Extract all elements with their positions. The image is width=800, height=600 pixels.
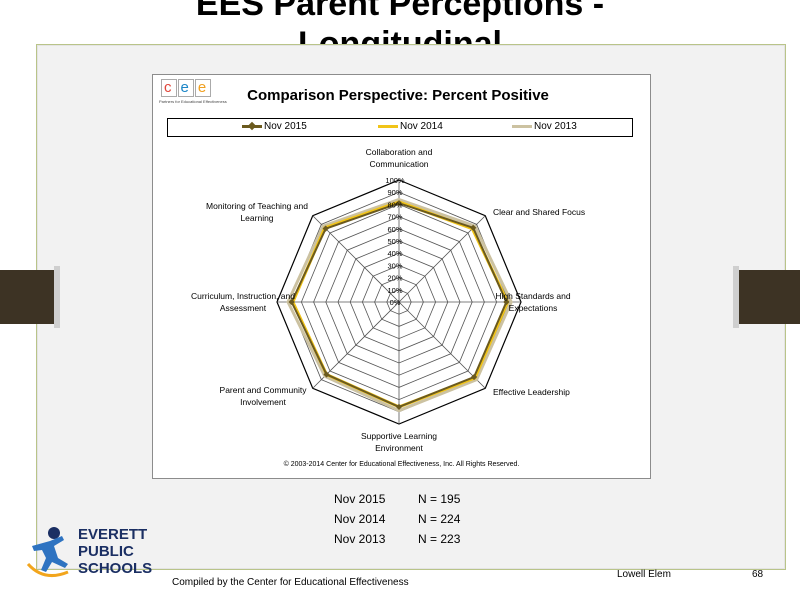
respondent-n: N = 195: [418, 492, 461, 506]
axis-label: Involvement: [240, 397, 286, 407]
axis-label: Curriculum, Instruction, and: [191, 291, 295, 301]
axis-label: Monitoring of Teaching and: [206, 201, 308, 211]
cee-letter: c: [161, 79, 177, 97]
runner-icon: [26, 527, 69, 578]
district-name-line: PUBLIC: [78, 543, 134, 560]
district-name-line: EVERETT: [78, 526, 148, 543]
radial-tick-label: 90%: [387, 188, 402, 197]
legend-item-nov-2014: Nov 2014: [378, 121, 443, 132]
axis-label: High Standards and: [495, 291, 570, 301]
legend-item-nov-2013: Nov 2013: [512, 121, 577, 132]
legend-label: Nov 2013: [534, 121, 577, 132]
axis-label: Parent and Community: [220, 385, 308, 395]
axis-spoke: [398, 215, 486, 303]
axis-label: Clear and Shared Focus: [493, 207, 585, 217]
radial-tick-label: 70%: [387, 213, 402, 222]
respondent-period: Nov 2015: [334, 492, 386, 506]
respondent-period: Nov 2013: [334, 532, 386, 546]
cee-tagline: Partners for Educational Effectiveness: [159, 99, 227, 104]
legend-item-nov-2015: Nov 2015: [242, 121, 307, 132]
footer-credit: Compiled by the Center for Educational E…: [172, 577, 409, 588]
legend-swatch: [378, 124, 398, 128]
respondent-row: Nov 2013 N = 223: [334, 529, 460, 549]
legend-swatch: [512, 124, 532, 128]
respondent-row: Nov 2014 N = 224: [334, 509, 460, 529]
radar-chart: 0% 10% 20% 30% 40% 50% 60% 70% 80% 90% 100% Collabo…: [191, 147, 585, 453]
left-side-tab: [0, 266, 60, 328]
axis-label: Environment: [375, 443, 423, 453]
legend-label: Nov 2015: [264, 121, 307, 132]
axis-label: Collaboration and: [366, 147, 433, 157]
respondent-counts: Nov 2015 N = 195 Nov 2014 N = 224 Nov 2013…: [334, 489, 460, 549]
right-side-tab: [733, 266, 800, 328]
axis-spoke: [398, 301, 486, 389]
axis-label: Learning: [240, 213, 273, 223]
respondent-row: Nov 2015 N = 195: [334, 489, 460, 509]
radial-tick-label: 20%: [387, 274, 402, 283]
respondent-n: N = 223: [418, 532, 461, 546]
slide-title-line-1: EES Parent Perceptions -: [195, 0, 605, 23]
data-point: [470, 224, 477, 231]
chart-copyright: © 2003-2014 Center for Educational Effec…: [283, 461, 520, 468]
page-number: 68: [752, 569, 764, 580]
cee-letter: e: [194, 79, 212, 97]
district-name-line: SCHOOLS: [78, 560, 153, 577]
legend-label: Nov 2014: [400, 121, 443, 132]
radial-tick-label: 0%: [390, 298, 401, 307]
footer-school-name: Lowell Elem: [617, 569, 671, 580]
radial-tick-label: 60%: [387, 225, 402, 234]
axis-label: Communication: [369, 159, 428, 169]
radial-tick-label: 30%: [387, 261, 402, 270]
radial-tick-label: 80%: [387, 200, 402, 209]
respondent-n: N = 224: [418, 512, 461, 526]
respondent-period: Nov 2014: [334, 512, 386, 526]
legend-swatch: [242, 121, 262, 131]
radial-tick-label: 50%: [387, 237, 402, 246]
radial-tick-label: 40%: [387, 249, 402, 258]
chart-legend: Nov 2015 Nov 2014 Nov 2013: [167, 118, 633, 137]
district-name: EVERETT PUBLIC SCHOOLS: [78, 526, 152, 577]
district-logo: EVERETT PUBLIC SCHOOLS: [24, 524, 152, 585]
radial-tick-label: 100%: [385, 176, 405, 185]
axis-label: Supportive Learning: [361, 431, 437, 441]
radial-tick-label: 10%: [387, 286, 402, 295]
cee-letter: e: [177, 79, 194, 97]
chart-title: Comparison Perspective: Percent Positive: [247, 87, 549, 104]
axis-label: Effective Leadership: [493, 387, 570, 397]
series-line-nov-2013: [286, 197, 513, 413]
data-point: [470, 373, 478, 381]
axis-label: Assessment: [220, 303, 267, 313]
axis-label: Expectations: [509, 303, 558, 313]
